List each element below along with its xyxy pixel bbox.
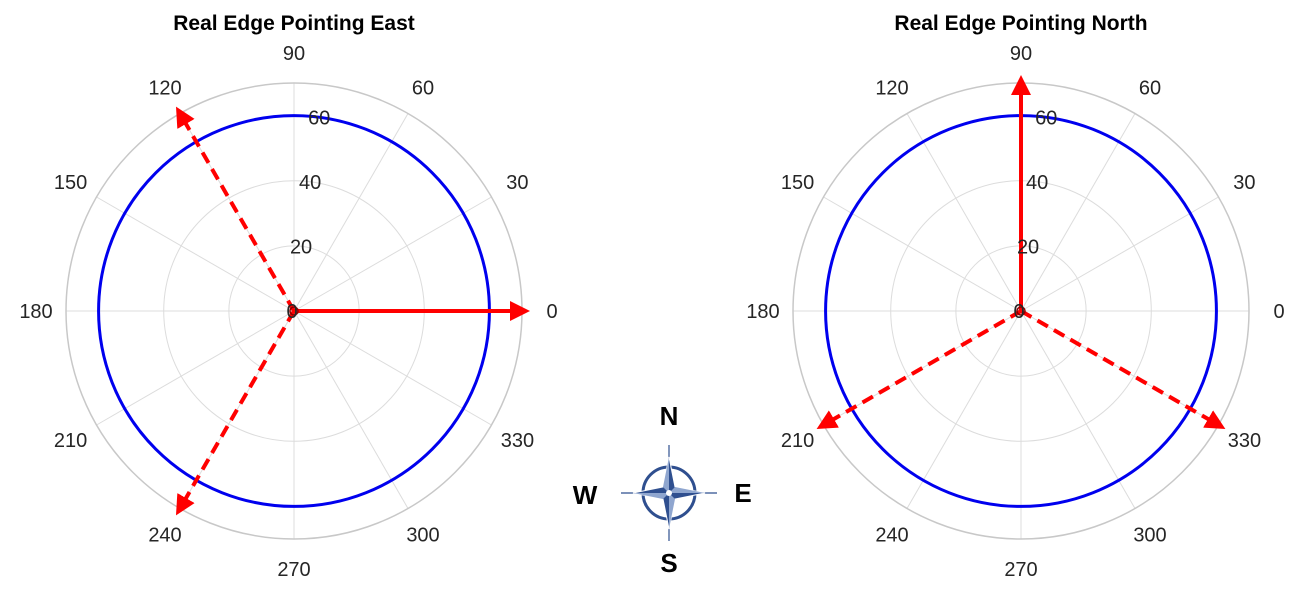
theta-tick-label: 120 (875, 78, 908, 100)
theta-tick-label: 120 (148, 78, 181, 100)
dashed-arrow (1019, 309, 1226, 430)
radial-gridline (293, 310, 409, 509)
theta-tick-label: 330 (501, 430, 534, 452)
radial-tick-label: 60 (308, 107, 330, 129)
compass-west-label: W (573, 480, 598, 510)
polar-chart-east: Real Edge Pointing East 0 30 60 90 120 150 180… (19, 12, 557, 581)
radial-tick-label: 20 (290, 236, 312, 258)
theta-tick-label: 180 (746, 301, 779, 323)
radial-gridline (1020, 113, 1136, 312)
radial-tick-label: 20 (1017, 236, 1039, 258)
chart-title: Real Edge Pointing East (173, 12, 415, 35)
dashed-arrow (176, 310, 296, 516)
compass-east-label: E (734, 478, 751, 508)
compass-south-label: S (660, 548, 677, 578)
radial-gridline (96, 196, 295, 312)
theta-tick-label: 240 (875, 524, 908, 546)
radial-tick-label: 40 (1026, 172, 1048, 194)
radial-tick-label: 0 (286, 301, 297, 323)
theta-tick-label: 60 (1139, 78, 1161, 100)
theta-tick-label: 30 (1233, 172, 1255, 194)
radial-tick-label: 40 (299, 172, 321, 194)
theta-tick-label: 90 (1010, 43, 1032, 65)
radial-gridline (293, 113, 409, 312)
theta-tick-label: 300 (1133, 524, 1166, 546)
radial-gridline (823, 196, 1022, 312)
radial-gridline (906, 310, 1022, 509)
theta-tick-label: 90 (283, 43, 305, 65)
theta-tick-label: 30 (506, 172, 528, 194)
theta-tick-label: 300 (406, 524, 439, 546)
polar-chart-north: Real Edge Pointing North 0 30 60 90 120 150 18… (746, 12, 1284, 581)
theta-tick-label: 210 (781, 430, 814, 452)
theta-tick-label: 210 (54, 430, 87, 452)
compass-rose-icon: N S E W (573, 401, 752, 578)
theta-tick-label: 270 (1004, 559, 1037, 581)
radial-gridline (906, 113, 1022, 312)
origin-marker (1016, 306, 1026, 316)
theta-tick-label: 0 (1273, 301, 1284, 323)
radial-gridline (96, 310, 295, 426)
theta-tick-label: 150 (781, 172, 814, 194)
theta-tick-label: 330 (1228, 430, 1261, 452)
radial-gridline (293, 196, 492, 312)
dashed-arrow (816, 309, 1022, 429)
radial-tick-label: 60 (1035, 107, 1057, 129)
radial-gridline (1020, 310, 1136, 509)
chart-title: Real Edge Pointing North (894, 12, 1147, 35)
theta-tick-label: 150 (54, 172, 87, 194)
radial-tick-label: 0 (1013, 301, 1024, 323)
radial-gridline (293, 310, 492, 426)
theta-tick-label: 270 (277, 559, 310, 581)
dashed-arrow (175, 106, 296, 313)
theta-tick-label: 240 (148, 524, 181, 546)
theta-tick-label: 60 (412, 78, 434, 100)
compass-north-label: N (660, 401, 679, 431)
radial-gridline (1020, 196, 1219, 312)
origin-marker (289, 306, 299, 316)
theta-tick-label: 0 (546, 301, 557, 323)
theta-tick-label: 180 (19, 301, 52, 323)
